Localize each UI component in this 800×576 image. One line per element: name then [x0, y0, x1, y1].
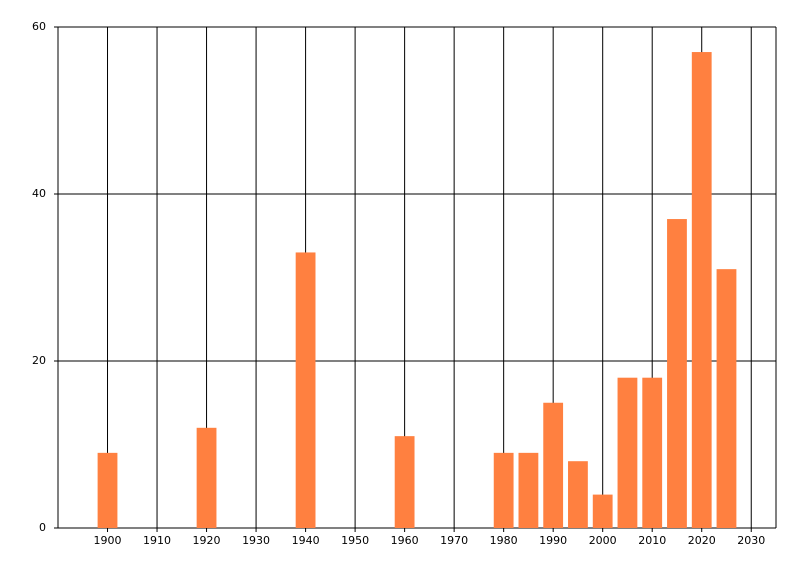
x-tick-label: 2020 — [688, 534, 716, 547]
x-tick-label: 1930 — [242, 534, 270, 547]
y-tick-label: 20 — [32, 354, 46, 367]
bar — [691, 52, 712, 529]
x-tick-label: 1920 — [193, 534, 221, 547]
y-tick-label: 60 — [32, 20, 46, 33]
x-tick-label: 1980 — [490, 534, 518, 547]
x-tick-label: 1960 — [391, 534, 419, 547]
bar — [592, 494, 613, 528]
bar — [394, 436, 415, 528]
bar — [667, 219, 687, 529]
x-tick-label: 1940 — [292, 534, 320, 547]
bar — [493, 452, 514, 528]
bar — [617, 377, 638, 528]
x-tick-label: 1910 — [143, 534, 171, 547]
bar — [196, 427, 217, 528]
x-tick-label: 2010 — [638, 534, 666, 547]
y-tick-label: 40 — [32, 187, 46, 200]
x-tick-label: 1900 — [94, 534, 122, 547]
bar — [543, 402, 564, 528]
bar — [568, 461, 588, 528]
x-tick-label: 2000 — [589, 534, 617, 547]
bar — [518, 452, 539, 528]
bar — [295, 252, 316, 528]
x-tick-label: 1990 — [539, 534, 567, 547]
y-tick-label: 0 — [39, 521, 46, 534]
bar — [97, 452, 118, 528]
x-tick-label: 2030 — [737, 534, 765, 547]
x-tick-label: 1950 — [341, 534, 369, 547]
bar — [716, 269, 737, 528]
bar — [642, 377, 663, 528]
x-tick-label: 1970 — [440, 534, 468, 547]
